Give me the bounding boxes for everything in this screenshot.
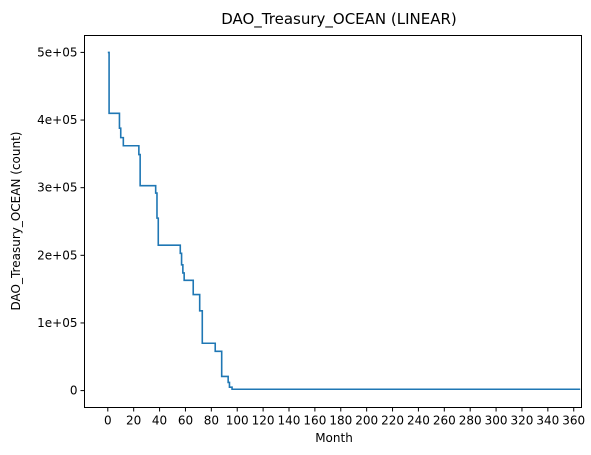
y-tick-label: 4e+05 — [37, 113, 77, 127]
x-tick-label: 320 — [511, 414, 534, 428]
y-axis-ticks: 0 1e+05 2e+05 3e+05 4e+05 5e+05 — [37, 45, 85, 398]
plot-area-frame — [84, 35, 582, 408]
x-tick-label: 200 — [355, 414, 378, 428]
x-tick-label: 280 — [459, 414, 482, 428]
x-tick-label: 40 — [152, 414, 167, 428]
x-tick-label: 260 — [433, 414, 456, 428]
x-tick-label: 180 — [329, 414, 352, 428]
x-tick-label: 160 — [303, 414, 326, 428]
x-tick-label: 360 — [562, 414, 585, 428]
series-line — [107, 51, 581, 391]
x-tick-label: 340 — [536, 414, 559, 428]
y-tick-label: 5e+05 — [37, 45, 77, 59]
x-tick-label: 80 — [204, 414, 219, 428]
y-tick-label: 0 — [70, 384, 78, 398]
x-tick-label: 120 — [252, 414, 275, 428]
x-tick-label: 20 — [126, 414, 141, 428]
chart-title: DAO_Treasury_OCEAN (LINEAR) — [221, 10, 457, 29]
x-tick-label: 300 — [485, 414, 508, 428]
x-tick-label: 60 — [178, 414, 193, 428]
x-tick-label: 220 — [381, 414, 404, 428]
y-tick-label: 2e+05 — [37, 248, 77, 262]
y-tick-label: 3e+05 — [37, 181, 77, 195]
y-tick-label: 1e+05 — [37, 316, 77, 330]
x-axis-label: Month — [315, 431, 353, 445]
x-tick-label: 140 — [278, 414, 301, 428]
x-tick-label: 100 — [226, 414, 249, 428]
x-tick-label: 0 — [104, 414, 112, 428]
x-axis-ticks: 0 20 40 60 80 100 120 140 160 180 200 220 240 260 280 3… — [104, 407, 585, 428]
y-axis-label: DAO_Treasury_OCEAN (count) — [9, 132, 23, 311]
x-tick-label: 240 — [407, 414, 430, 428]
series-layer — [107, 51, 581, 391]
